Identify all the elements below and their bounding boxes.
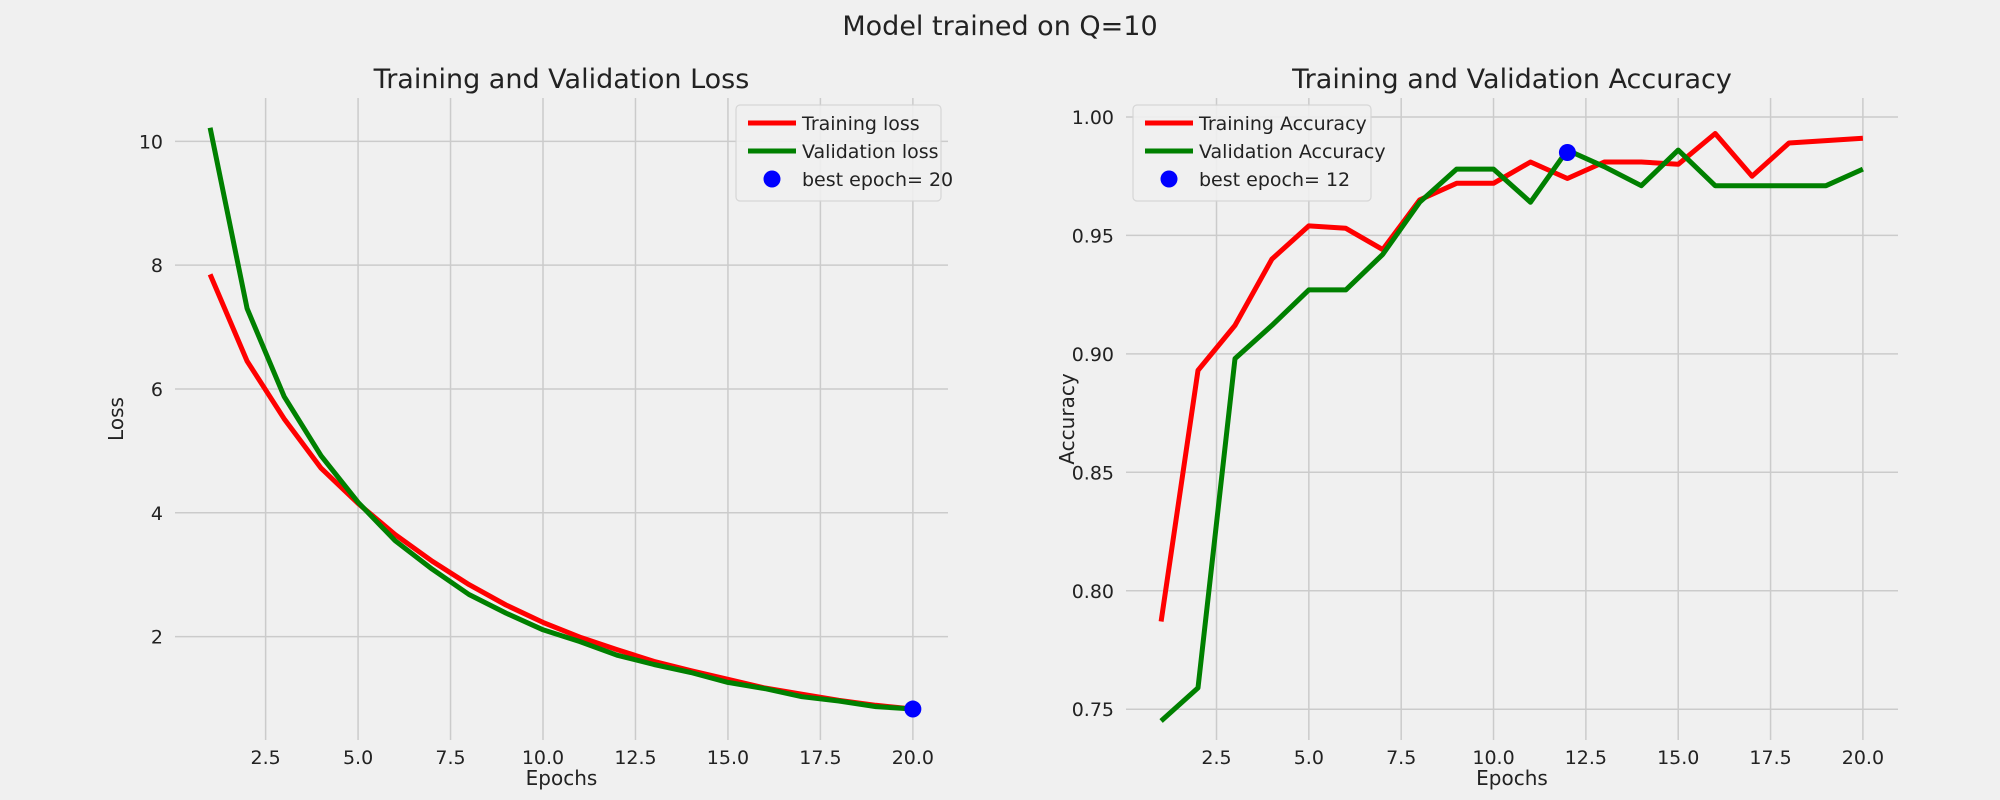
accuracy-legend-training-label: Training Accuracy	[1198, 113, 1367, 135]
accuracy-xtick-label: 12.5	[1565, 747, 1607, 769]
accuracy-ytick-label: 0.75	[1072, 699, 1114, 721]
loss-series-validation-line	[207, 127, 914, 712]
accuracy-legend-validation-label: Validation Accuracy	[1199, 141, 1386, 163]
accuracy-legend-best-epoch-label: best epoch= 12	[1199, 169, 1350, 191]
loss-ytick-label: 4	[151, 503, 163, 525]
accuracy-xtick-label: 7.5	[1386, 747, 1416, 769]
accuracy-best-epoch-point	[1558, 143, 1576, 161]
loss-chart: 2.5 5.0 7.5 10.0 12.5 15.0 17.5 20.0 2 4 6 8 10 Train…	[104, 64, 953, 790]
accuracy-xtick-label: 2.5	[1201, 747, 1231, 769]
loss-xtick-label: 2.5	[251, 747, 281, 769]
loss-legend-validation-label: Validation loss	[802, 141, 939, 163]
accuracy-legend-box	[1132, 104, 1372, 202]
accuracy-xtick-label: 15.0	[1657, 747, 1699, 769]
loss-legend-best-epoch-label: best epoch= 20	[802, 169, 953, 191]
accuracy-ytick-label: 0.95	[1072, 225, 1114, 247]
accuracy-xtick-label: 5.0	[1294, 747, 1324, 769]
loss-y-axis-label: Loss	[104, 397, 128, 441]
accuracy-legend: Training Accuracy Validation Accuracy best…	[1132, 104, 1386, 202]
loss-ytick-label: 10	[139, 131, 163, 153]
loss-xtick-label: 12.5	[614, 747, 656, 769]
accuracy-chart: 2.5 5.0 7.5 10.0 12.5 15.0 17.5 20.0 0.75 0.80 0.8…	[1055, 64, 1898, 790]
accuracy-series-training-line	[1158, 131, 1864, 622]
accuracy-y-axis-label: Accuracy	[1055, 373, 1079, 464]
loss-best-epoch-point	[904, 700, 922, 718]
figure-suptitle: Model trained on Q=10	[842, 11, 1157, 42]
loss-legend: Training loss Validation loss best epoch= …	[735, 104, 953, 202]
loss-xtick-label: 7.5	[435, 747, 465, 769]
accuracy-ytick-label: 0.85	[1072, 462, 1114, 484]
loss-chart-title: Training and Validation Loss	[373, 64, 750, 95]
loss-xtick-label: 17.5	[799, 747, 841, 769]
loss-ytick-label: 2	[151, 627, 163, 649]
accuracy-series-validation-line	[1159, 147, 1864, 723]
loss-xtick-label: 20.0	[892, 747, 934, 769]
accuracy-x-axis-label: Epochs	[1476, 766, 1548, 790]
loss-legend-best-epoch-swatch	[763, 170, 781, 188]
accuracy-ytick-label: 0.90	[1072, 344, 1114, 366]
loss-x-axis-label: Epochs	[526, 766, 598, 790]
accuracy-xtick-label: 20.0	[1842, 747, 1884, 769]
accuracy-xtick-label: 10.0	[1472, 747, 1514, 769]
loss-xtick-label: 10.0	[522, 747, 564, 769]
accuracy-xtick-label: 17.5	[1749, 747, 1791, 769]
loss-legend-training-label: Training loss	[801, 113, 920, 135]
loss-xtick-label: 15.0	[707, 747, 749, 769]
accuracy-ytick-label: 0.80	[1072, 581, 1114, 603]
loss-xtick-label: 5.0	[343, 747, 373, 769]
loss-ytick-label: 8	[151, 255, 163, 277]
accuracy-legend-best-epoch-swatch	[1160, 170, 1178, 188]
loss-legend-box	[735, 104, 942, 202]
accuracy-chart-title: Training and Validation Accuracy	[1291, 64, 1732, 95]
accuracy-ytick-label: 1.00	[1072, 107, 1114, 129]
loss-ytick-label: 6	[151, 379, 163, 401]
